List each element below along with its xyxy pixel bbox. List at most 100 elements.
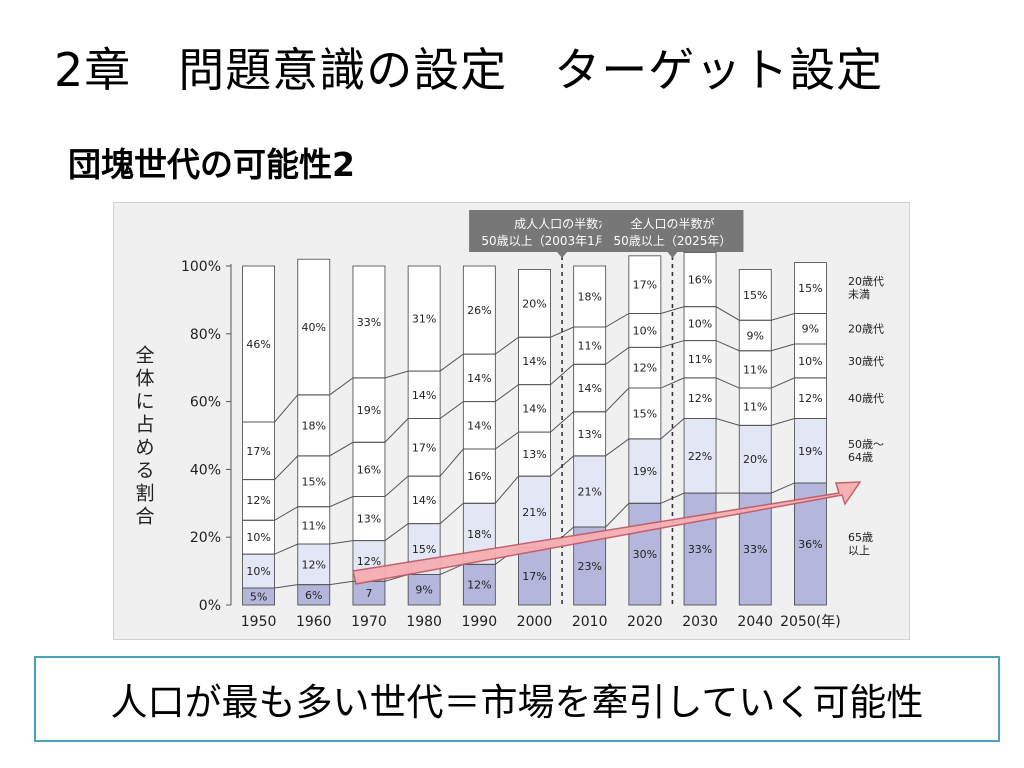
data-label: 15%: [798, 282, 822, 295]
bar-segment: [297, 506, 331, 545]
bar-segment: [462, 265, 496, 355]
y-tick-label: 0%: [199, 598, 221, 614]
data-label: 16%: [467, 470, 491, 483]
bar-segment: [683, 252, 717, 308]
x-tick-label: 2030: [682, 614, 718, 630]
bar-segment: [628, 255, 662, 314]
data-label: 14%: [522, 355, 546, 368]
annotation-text: 50歳以上（2025年）: [614, 234, 732, 248]
data-label: 15%: [302, 475, 326, 488]
annotation-pointer: [557, 252, 568, 258]
x-tick-label: 2050(年): [780, 614, 841, 630]
data-label: 13%: [357, 513, 381, 526]
bar-segment: [573, 411, 607, 457]
data-label: 11%: [302, 519, 326, 532]
bar-segment: [242, 479, 275, 521]
annotation-text: 全人口の半数が: [630, 216, 714, 231]
data-label: 9%: [802, 323, 819, 336]
data-label: 9%: [747, 329, 764, 342]
bar-segment: [352, 441, 386, 497]
data-label: 12%: [357, 555, 381, 568]
data-label: 13%: [522, 448, 546, 461]
y-axis-label: 全体に占める割合: [135, 345, 154, 528]
boundary-line: [242, 340, 827, 481]
data-label: 17%: [633, 279, 657, 292]
data-label: 19%: [633, 465, 657, 478]
bar-segment: [738, 350, 772, 389]
data-label: 33%: [743, 543, 767, 556]
y-tick-label: 60%: [190, 395, 221, 411]
bar-segment: [407, 370, 441, 419]
data-label: 15%: [743, 289, 767, 302]
bar-segment: [628, 387, 662, 440]
bar-segment: [628, 502, 662, 606]
x-tick-label: 1960: [296, 614, 332, 630]
bar-segment: [573, 265, 607, 328]
boundary-line: [242, 306, 827, 423]
y-tick-label: 20%: [190, 530, 221, 546]
data-label: 6%: [305, 589, 322, 602]
slide-subtitle: 団塊世代の可能性2: [68, 145, 355, 184]
legend-label: 20歳代: [848, 323, 884, 336]
data-label: 10%: [688, 318, 712, 331]
conclusion-box: 人口が最も多い世代＝市場を牽引していく可能性: [34, 656, 1000, 742]
annotation-pointer: [667, 252, 678, 258]
data-label: 23%: [577, 560, 601, 573]
bar-segment: [242, 265, 275, 423]
data-label: 12%: [798, 392, 822, 405]
data-label: 21%: [522, 506, 546, 519]
data-label: 14%: [467, 419, 491, 432]
bar-segment: [242, 421, 275, 480]
x-tick-label: 1980: [406, 614, 442, 630]
data-label: 11%: [743, 401, 767, 414]
bar-segment: [297, 543, 331, 586]
x-tick-label: 1990: [461, 614, 497, 630]
bar-segment: [407, 475, 441, 525]
x-tick-label: 1950: [241, 614, 277, 630]
legend-label: 65歳: [848, 531, 873, 544]
bar-segment: [407, 265, 441, 372]
slide-title: 2章 問題意識の設定 ターゲット設定: [54, 43, 884, 97]
annotation-text: 成人人口の半数が: [514, 216, 610, 231]
data-label: 17%: [246, 445, 270, 458]
bar-segment: [462, 563, 496, 606]
data-label: 14%: [522, 402, 546, 415]
x-tick-label: 2020: [627, 614, 663, 630]
data-label: 5%: [250, 591, 267, 604]
legend-label: 64歳: [848, 451, 873, 464]
data-label: 46%: [246, 338, 270, 351]
data-label: 33%: [688, 543, 712, 556]
data-label: 16%: [357, 463, 381, 476]
data-label: 13%: [577, 428, 601, 441]
bar-segment: [683, 492, 717, 606]
data-label: 19%: [798, 445, 822, 458]
legend-label: 20歳代: [848, 275, 884, 288]
bar-segment: [573, 326, 607, 365]
x-tick-label: 2010: [572, 614, 608, 630]
data-label: 14%: [577, 382, 601, 395]
bar-segment: [518, 546, 551, 606]
x-tick-label: 2040: [737, 614, 773, 630]
data-label: 20%: [522, 297, 546, 310]
bar-segment: [462, 401, 496, 450]
bar-segment: [628, 346, 662, 389]
data-label: 18%: [577, 291, 601, 304]
trend-arrow: [352, 481, 862, 585]
data-label: 40%: [302, 321, 326, 334]
annotation-box: [601, 210, 744, 252]
bar-segment: [297, 455, 331, 508]
bar-segment: [407, 574, 441, 606]
data-label: 14%: [412, 389, 436, 402]
data-label: 11%: [688, 353, 712, 366]
bar-segment: [352, 265, 386, 379]
bar-segment: [738, 319, 772, 352]
data-label: 11%: [743, 363, 767, 376]
legend-label: 以上: [848, 544, 870, 557]
data-label: 30%: [633, 548, 657, 561]
data-label: 12%: [302, 558, 326, 571]
data-label: 11%: [577, 340, 601, 353]
y-tick-label: 40%: [190, 462, 221, 478]
legend-label: 40歳代: [848, 392, 884, 405]
y-tick-label: 100%: [181, 259, 221, 275]
data-label: 12%: [467, 579, 491, 592]
